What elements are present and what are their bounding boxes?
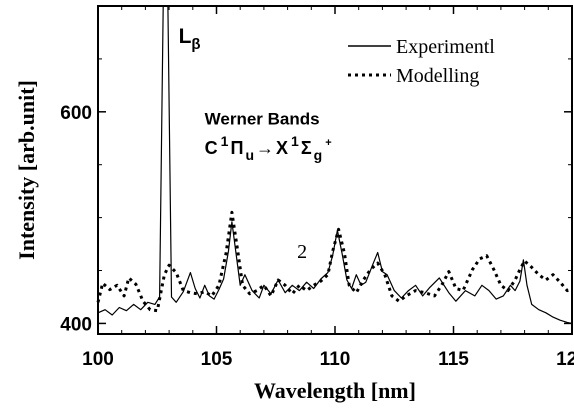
y-tick-label: 600 — [60, 103, 92, 124]
transition-x-sup: 1 — [291, 133, 299, 149]
legend-label-experimentl: Experimentl — [396, 36, 495, 58]
plot-area-background — [98, 6, 572, 334]
transition-sigma: Σ — [301, 138, 312, 158]
x-tick-label: 105 — [201, 349, 233, 370]
annotation-l-beta-sub: β — [191, 36, 200, 53]
series-line-experimentl — [97, 5, 573, 324]
transition-pi: Π — [230, 138, 243, 158]
transition-pi-sub: u — [245, 147, 254, 163]
x-tick-label: 120 — [556, 349, 574, 370]
transition-c-sup: 1 — [221, 133, 229, 149]
y-axis-title: Intensity [arb.unit] — [14, 80, 39, 260]
series-line-modelling — [96, 210, 573, 313]
annotation-werner-bands: Werner Bands — [205, 110, 320, 129]
transition-arrow: → — [256, 138, 274, 158]
x-tick-label: 100 — [82, 349, 114, 370]
x-tick-label: 115 — [438, 349, 469, 370]
legend: Experimentl Modelling — [348, 36, 495, 87]
x-tick-label: 110 — [320, 349, 351, 370]
ticks-layer: 100 105 110 115 120 400 600 — [60, 6, 574, 370]
legend-label-modelling: Modelling — [396, 65, 479, 87]
transition-c: C — [205, 138, 218, 158]
y-tick-label: 400 — [60, 314, 92, 335]
transition-x: X — [276, 138, 288, 158]
annotation-label-2: 2 — [297, 241, 307, 263]
x-axis-title: Wavelength [nm] — [254, 378, 416, 403]
series-layer — [96, 5, 573, 324]
transition-sigma-sub: g — [314, 147, 323, 163]
transition-sigma-sup: + — [325, 137, 331, 149]
